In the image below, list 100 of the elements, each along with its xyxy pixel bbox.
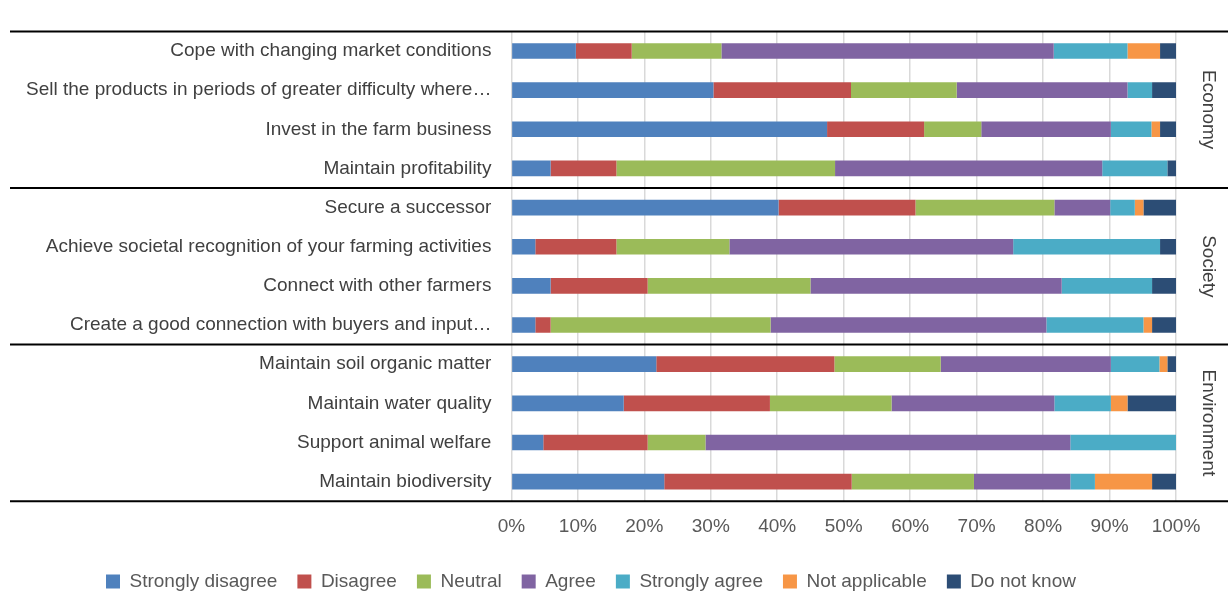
bar [1013,238,1161,255]
bar [981,121,1111,138]
legend-label: Do not know [970,569,1077,591]
bar [1167,356,1176,373]
x-tick-label: 20% [625,514,664,536]
x-tick-label: 80% [1024,514,1063,536]
y-tick-label: Sell the products in periods of greater difficulty where… [26,78,492,100]
bar [891,395,1055,412]
bar [512,238,536,255]
bar [1127,43,1161,59]
bar [512,199,779,216]
bar [1160,238,1176,255]
legend-label: Agree [545,569,596,591]
text: Economy [1198,70,1220,150]
bar [1160,121,1176,138]
bar [835,160,1103,177]
legend-label: Disagree [320,569,397,591]
bar [769,395,892,412]
bar [664,473,852,490]
legend-label: Neutral [440,569,502,591]
bar [940,356,1111,373]
y-tick-label: Support animal welfare [297,430,492,452]
bar [1159,356,1168,373]
bar [512,121,828,138]
bar [721,43,1054,59]
text: Environment [1198,369,1220,477]
bar [956,82,1128,98]
bar [1152,473,1176,490]
bar [512,317,536,333]
bar [1152,82,1176,98]
bar [1143,199,1176,216]
x-tick-label: 70% [957,514,996,536]
bar [810,278,1062,294]
bar [713,82,852,98]
y-tick-label: Connect with other farmers [263,274,492,296]
bar [1110,199,1135,216]
y-tick-label: Maintain biodiversity [319,469,492,491]
bar [1094,473,1153,490]
x-tick-label: 50% [824,514,863,536]
x-tick-label: 10% [558,514,597,536]
bar [1046,317,1144,333]
bar [647,434,706,451]
x-tick-label: 90% [1090,514,1129,536]
bar [705,434,1071,451]
x-tick-label: 60% [891,514,930,536]
y-tick-label: Maintain profitability [323,156,492,178]
bar [973,473,1071,490]
bar [550,160,617,177]
bar [512,43,576,59]
legend-label: Not applicable [806,569,927,591]
bar [647,278,811,294]
bar [851,473,974,490]
bar [512,278,551,294]
x-tick-label: 30% [691,514,730,536]
bar [1054,395,1111,412]
bar [1143,317,1153,333]
text: Society [1198,235,1220,298]
bar [656,356,835,373]
bar [1152,278,1176,294]
bar [1102,160,1168,177]
y-tick-label: Secure a successor [324,195,493,217]
legend-label: Strongly agree [639,569,763,591]
bar [616,160,836,177]
bar [512,434,544,451]
bar [1110,121,1152,138]
x-tick-label: 40% [758,514,797,536]
bar [575,43,632,59]
bar [1070,434,1176,451]
bar [1110,356,1160,373]
y-tick-label: Invest in the farm business [265,117,492,139]
bar [1061,278,1153,294]
bar [1127,395,1176,412]
bar [729,238,1014,255]
bar [1054,199,1111,216]
bar [512,395,624,412]
bar [512,473,665,490]
bar [851,82,957,98]
bar [827,121,925,138]
bar [770,317,1047,333]
bar [915,199,1055,216]
y-tick-label: Cope with changing market conditions [170,39,492,61]
bar [1053,43,1128,59]
bar [1152,317,1176,333]
bar [1110,395,1128,412]
bar [512,82,714,98]
bar [1167,160,1176,177]
bar [1070,473,1095,490]
bar [550,278,648,294]
bar [543,434,648,451]
bar [1127,82,1153,98]
bar [834,356,941,373]
y-tick-label: Create a good connection with buyers and input… [69,313,492,335]
bar [924,121,982,138]
bar [535,238,617,255]
bar [535,317,551,333]
legend-label: Strongly disagree [129,569,278,591]
bar [1151,121,1161,138]
bar [631,43,722,59]
y-tick-label: Maintain water quality [307,391,492,413]
bar [550,317,771,333]
